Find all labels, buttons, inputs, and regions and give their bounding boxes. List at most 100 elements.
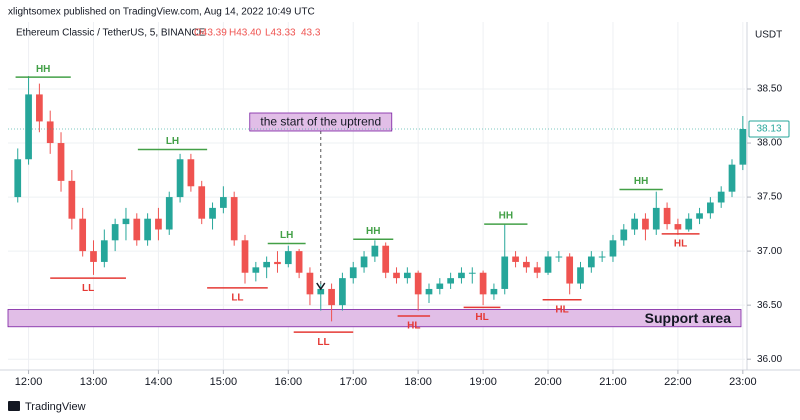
candle-body	[46, 121, 54, 144]
annotation-label: HH	[36, 64, 50, 75]
high: H43.40	[229, 28, 262, 39]
annotation-label: LH	[166, 136, 179, 147]
candle-body	[739, 128, 747, 165]
publisher: xlightsomex published on TradingView.com…	[8, 7, 315, 18]
x-tick-label: 16:00	[275, 376, 303, 388]
candle-body	[490, 288, 498, 295]
candle-body	[14, 159, 22, 198]
candle-body	[652, 207, 660, 230]
x-tick-label: 23:00	[729, 376, 757, 388]
candle-body	[544, 256, 552, 273]
candle-body	[674, 224, 682, 230]
low: L43.33	[265, 28, 296, 39]
brand-logo	[8, 401, 20, 411]
legend: Ethereum Classic / TetherUS, 5, BINANCE …	[16, 28, 321, 39]
x-tick-label: 19:00	[469, 376, 497, 388]
callout-arrow	[316, 282, 326, 291]
last-price-label: 38.13	[756, 124, 781, 135]
grid	[8, 22, 745, 370]
candle-body	[587, 256, 595, 268]
annotation-label: HL	[475, 312, 488, 323]
candle-body	[25, 94, 32, 160]
y-tick-label: 37.00	[757, 246, 782, 257]
candle-body	[663, 207, 671, 225]
candle-body	[382, 245, 390, 273]
candle-body	[209, 207, 216, 219]
candle-body	[523, 261, 530, 268]
annotation-label: HL	[674, 238, 687, 249]
annotation-label: HH	[366, 226, 380, 237]
candle-body	[685, 218, 693, 230]
candle-body	[642, 218, 649, 230]
candle-body	[707, 202, 714, 214]
annotation-label: HH	[499, 211, 513, 222]
annotation-label: LH	[280, 230, 293, 241]
candle-body	[133, 218, 141, 241]
candle-body	[609, 240, 617, 257]
candle-body	[728, 164, 736, 192]
close: 43.3	[301, 28, 321, 39]
candle-body	[371, 245, 379, 257]
callout-text: the start of the uptrend	[260, 115, 381, 129]
annotation-label: HL	[407, 321, 420, 332]
candle-body	[631, 218, 638, 230]
candle-body	[284, 251, 292, 265]
candle-body	[349, 267, 357, 279]
candle-body	[317, 288, 325, 295]
x-tick-label: 13:00	[80, 376, 108, 388]
x-tick-label: 12:00	[15, 376, 43, 388]
candle-body	[252, 267, 260, 273]
candle-body	[393, 272, 400, 279]
callout-box	[249, 112, 393, 132]
candle-body	[479, 272, 487, 295]
candle-body	[598, 256, 606, 258]
candle-body	[360, 256, 368, 268]
y-unit: USDT	[755, 30, 782, 41]
x-tick-label: 20:00	[534, 376, 562, 388]
candle-body	[122, 218, 130, 225]
y-tick-label: 36.00	[757, 354, 782, 365]
open: O43.39	[194, 28, 227, 39]
candle-body	[155, 218, 162, 230]
candle-body	[220, 197, 227, 208]
candle-body	[198, 186, 206, 219]
candle-body	[36, 94, 43, 122]
candle-body	[241, 240, 249, 273]
candle-body	[436, 283, 444, 289]
candle-body	[90, 251, 97, 262]
candle-body	[339, 278, 346, 306]
x-tick-label: 17:00	[339, 376, 367, 388]
annotation-label: LL	[317, 337, 329, 348]
x-tick-label: 21:00	[599, 376, 627, 388]
candle-body	[403, 272, 411, 279]
annotation-label: LL	[82, 283, 94, 294]
y-tick-label: 38.00	[757, 138, 782, 149]
support-area	[7, 309, 742, 328]
x-tick-label: 15:00	[210, 376, 238, 388]
annotation-label: LL	[231, 293, 243, 304]
candle-body	[57, 143, 65, 181]
candle-body	[111, 224, 119, 241]
candle-body	[577, 267, 584, 284]
x-tick-label: 18:00	[404, 376, 432, 388]
x-tick-label: 22:00	[664, 376, 692, 388]
candle-body	[165, 197, 173, 230]
candle-body	[176, 159, 184, 198]
candle-body	[696, 213, 703, 219]
candle-body	[230, 197, 238, 241]
annotation-label: HH	[634, 176, 648, 187]
y-tick-label: 37.50	[757, 192, 782, 203]
last-price-box	[748, 120, 790, 138]
candle-body	[414, 272, 422, 295]
candle-body	[328, 288, 335, 306]
x-tick-label: 14:00	[145, 376, 173, 388]
annotation-label: HL	[555, 304, 568, 315]
candle-body	[458, 272, 465, 279]
candle-body	[512, 256, 519, 262]
candle-body	[555, 256, 563, 258]
candle-body	[144, 218, 151, 241]
candle-body	[68, 180, 76, 219]
candle-body	[187, 159, 195, 187]
symbol: Ethereum Classic / TetherUS, 5, BINANCE	[16, 28, 206, 39]
